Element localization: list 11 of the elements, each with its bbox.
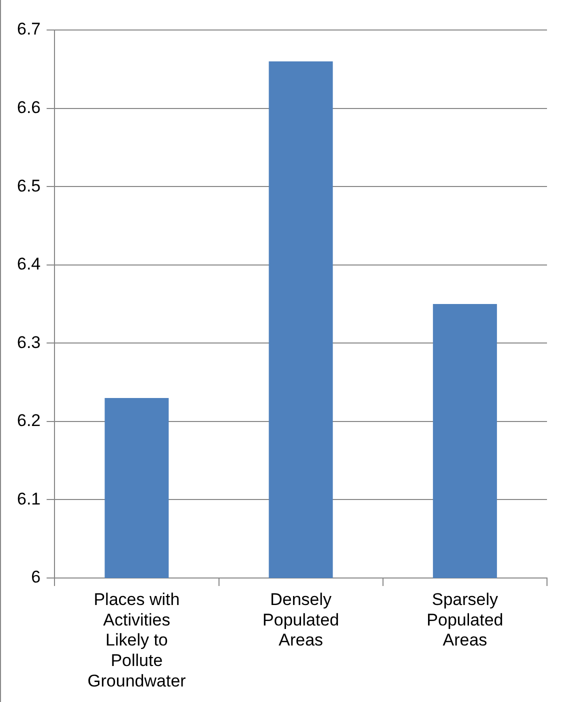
y-tick-label: 6.7 — [16, 20, 41, 39]
x-tick-label: Places with Activities Likely to Pollute Groundwater — [88, 590, 186, 690]
x-tick-label: Densely Populated Areas — [262, 590, 340, 650]
y-tick-label: 6.5 — [16, 176, 41, 196]
x-tick-label: Sparsely Populated Areas — [426, 590, 504, 650]
y-tick-label: 6.2 — [16, 411, 41, 430]
y-tick-label: 6 — [31, 568, 41, 587]
y-tick-label: 6.1 — [16, 489, 41, 508]
y-tick-label: 6.6 — [16, 98, 41, 117]
y-tick-label: 6.3 — [16, 332, 41, 352]
y-tick-label: 6.4 — [16, 254, 41, 274]
